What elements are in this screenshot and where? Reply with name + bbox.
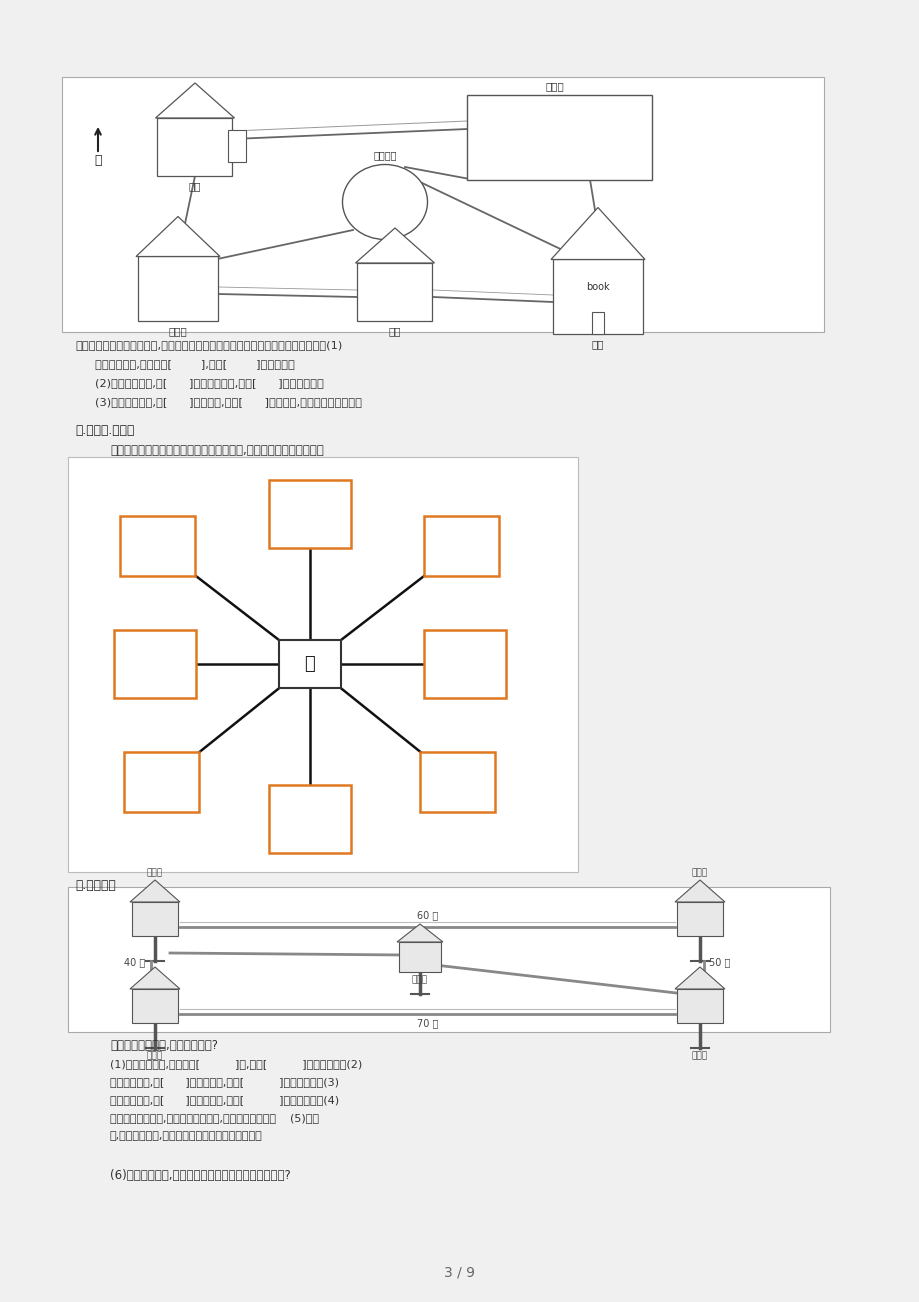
Text: 北: 北	[94, 154, 102, 167]
Text: 从甜品屋出发,向北走到[        ],再向[        ]走到电影院: 从甜品屋出发,向北走到[ ],再向[ ]走到电影院	[95, 359, 295, 368]
Text: 小猪从家出发,向[      ]走到小狗家,再向[          ]走到小猴家。(3): 小猪从家出发,向[ ]走到小狗家,再向[ ]走到小猴家。(3)	[110, 1077, 338, 1087]
Text: 小鹿家: 小鹿家	[147, 1051, 163, 1060]
Text: 70 米: 70 米	[416, 1018, 437, 1029]
Ellipse shape	[342, 164, 427, 240]
Bar	[591, 312, 604, 335]
Text: (6)小狗从家出发,到小鹿家去玩。你觉得它怎样走近些?: (6)小狗从家出发,到小鹿家去玩。你觉得它怎样走近些?	[110, 1169, 290, 1182]
Bar	[228, 130, 245, 161]
Text: book: book	[585, 283, 609, 292]
Text: (1)小猪从家出发,向南走到[          ]家,再向[          ]走到小猴家。(2): (1)小猪从家出发,向南走到[ ]家,再向[ ]走到小猴家。(2)	[110, 1059, 362, 1069]
Polygon shape	[130, 967, 180, 990]
Bar	[138, 256, 218, 322]
Text: 电影院: 电影院	[545, 82, 563, 91]
Bar	[676, 990, 722, 1023]
Text: 四.测一测.填一填: 四.测一测.填一填	[75, 424, 134, 437]
Bar	[399, 943, 440, 973]
Bar	[120, 516, 196, 575]
Text: 五.看图填空: 五.看图填空	[75, 879, 116, 892]
Text: 小兔家: 小兔家	[412, 975, 427, 984]
Text: 在上面三种走法中,你觉得小猪怎样走,到小猴家会近些？    (5)算一: 在上面三种走法中,你觉得小猪怎样走,到小猴家会近些？ (5)算一	[110, 1113, 319, 1124]
Bar	[131, 902, 177, 936]
Bar	[68, 887, 829, 1032]
Text: (2)从甜品屋出发,向[      ]走到街心花园,再向[      ]走到电影院。: (2)从甜品屋出发,向[ ]走到街心花园,再向[ ]走到电影院。	[95, 378, 323, 388]
Polygon shape	[675, 967, 724, 990]
Text: 小猪要到小猴家玩,它可以怎么走?: 小猪要到小猴家玩,它可以怎么走?	[110, 1039, 218, 1052]
Text: 算,小猪从家出发,经过小鹿家到小猴家要走多少米。: 算,小猪从家出发,经过小鹿家到小猴家要走多少米。	[110, 1131, 263, 1141]
Polygon shape	[130, 880, 180, 902]
Bar	[467, 95, 652, 180]
Bar	[357, 263, 432, 322]
Text: 甜品屋: 甜品屋	[168, 326, 187, 336]
Text: 小狗家: 小狗家	[691, 868, 708, 878]
Polygon shape	[550, 207, 644, 259]
Text: (3)从甜品屋出发,向[      ]走到花店,再向[      ]走到书店,再向北走到电影院。: (3)从甜品屋出发,向[ ]走到花店,再向[ ]走到书店,再向北走到电影院。	[95, 397, 361, 408]
Text: 3 / 9: 3 / 9	[444, 1266, 475, 1280]
Text: 花店: 花店	[389, 326, 401, 336]
Bar	[124, 753, 199, 812]
Text: 50 米: 50 米	[709, 957, 730, 967]
Bar	[424, 516, 499, 575]
Bar	[420, 753, 495, 812]
Polygon shape	[155, 83, 234, 118]
Text: 60 米: 60 米	[416, 910, 437, 921]
Bar	[552, 259, 642, 335]
Text: 街心花园: 街心花园	[373, 150, 396, 160]
Text: 40 米: 40 米	[124, 957, 145, 967]
Text: 家: 家	[304, 655, 315, 673]
Bar	[62, 77, 823, 332]
Text: 小猴家: 小猴家	[691, 1051, 708, 1060]
Bar	[268, 785, 351, 853]
Polygon shape	[355, 228, 434, 263]
Polygon shape	[675, 880, 724, 902]
Polygon shape	[397, 924, 443, 943]
Bar	[424, 630, 505, 698]
Bar	[68, 457, 577, 872]
Polygon shape	[136, 216, 220, 256]
Text: 布店: 布店	[188, 181, 201, 191]
Text: 红红从甜品屋出发到电影院,她可以有下面几种走法。请把红红的行走路线填完整。(1): 红红从甜品屋出发到电影院,她可以有下面几种走法。请把红红的行走路线填完整。(1)	[75, 340, 342, 350]
Text: 你家所在的位置观察下面八个方向各有什么,将观测结果填在方框里。: 你家所在的位置观察下面八个方向各有什么,将观测结果填在方框里。	[110, 444, 323, 457]
Text: 书店: 书店	[591, 339, 604, 349]
Bar	[114, 630, 196, 698]
Bar	[131, 990, 177, 1023]
Text: 小猪从家出发,向[      ]走到小兔家,再向[          ]走到小猴家。(4): 小猪从家出发,向[ ]走到小兔家,再向[ ]走到小猴家。(4)	[110, 1095, 339, 1105]
Text: 小猪家: 小猪家	[147, 868, 163, 878]
Bar	[157, 118, 233, 176]
Bar	[278, 641, 341, 687]
Bar	[268, 480, 351, 548]
Bar	[676, 902, 722, 936]
